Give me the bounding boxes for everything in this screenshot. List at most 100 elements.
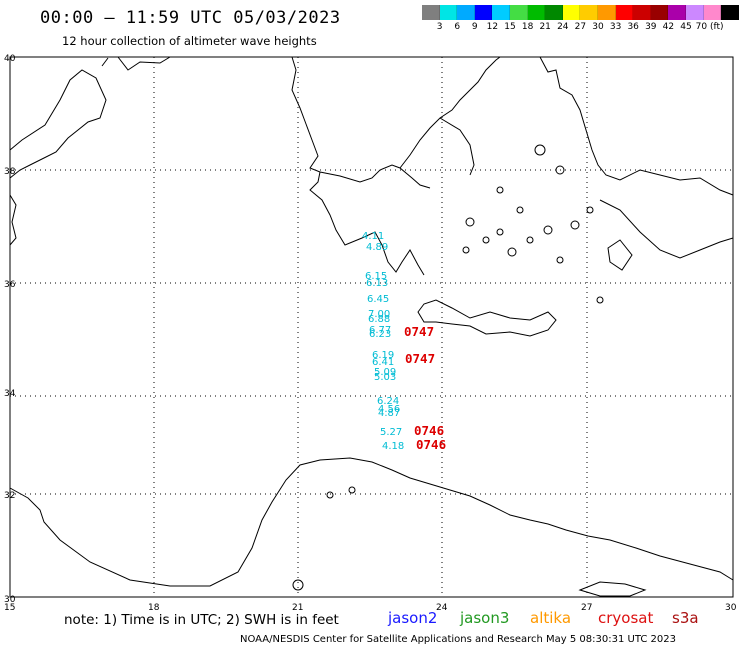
wave-height-track: 4.11 4.89 6.15 6.13 6.45 7.00 6.88 6.77 … [362,231,404,452]
wave-height-value: 4.89 [366,242,388,253]
rhodes [607,239,633,271]
lat-label: 36 [4,280,16,290]
coastlines [9,56,734,597]
lon-label: 24 [436,603,448,613]
color-scale-label: 27 [574,22,587,32]
color-scale-label: 70 (ft) [695,22,724,32]
wave-height-value: 6.77 [369,325,391,336]
satellite-jason2: jason2 [388,609,438,627]
satellite-jason3: jason3 [460,609,510,627]
wave-height-value: 6.88 [368,314,390,325]
color-scale-labels: 3 6 9 12 15 18 21 24 27 30 33 36 39 42 45 70 (ft) [422,22,732,34]
color-swatch [562,5,581,20]
color-swatch [457,5,475,20]
footnote: note: 1) Time is in UTC; 2) SWH is in fe… [64,612,339,628]
greece-west-coast [291,56,431,189]
pass-time-label: 0747 [404,324,434,339]
color-swatch [580,5,598,20]
map-subtitle: 12 hour collection of altimeter wave hei… [62,34,317,48]
egypt-coast-fragment [578,581,647,597]
color-scale-bar [422,5,739,20]
wave-height-value: 6.15 [365,271,387,282]
pass-time-label: 0746 [414,423,444,438]
longitude-labels: 15 18 21 24 27 30 [4,603,737,613]
wave-height-value: 4.18 [382,441,404,452]
pass-time-labels: 0747 0747 0746 0746 [404,324,446,452]
heel-of-italy [101,56,171,71]
color-scale-label: 42 [662,22,675,32]
color-scale-label: 36 [627,22,639,32]
map-title: 00:00 – 11:59 UTC 05/03/2023 [40,8,341,28]
sicily-coast [9,194,17,246]
color-swatch [439,5,458,20]
color-scale-label: 9 [471,22,478,32]
lon-label: 27 [581,603,592,613]
wave-height-value: 4.87 [378,408,400,419]
color-swatch [685,5,704,20]
pass-time-label: 0746 [416,437,446,452]
map-frame [9,56,734,598]
wave-height-value: 6.13 [366,278,388,289]
color-swatch [597,5,616,20]
color-scale-label: 30 [592,22,604,32]
wave-height-value: 6.19 [372,350,394,361]
color-scale-label: 33 [609,22,622,32]
lon-label: 18 [148,603,160,613]
lat-label: 38 [4,167,16,177]
color-swatch [422,5,440,20]
color-swatch [703,5,722,20]
lat-label: 30 [4,595,16,605]
color-scale-label: 3 [436,22,443,32]
pass-time-label: 0747 [405,351,435,366]
italy-coast [9,69,107,179]
wave-height-value: 4.56 [378,404,400,415]
color-swatch [650,5,669,20]
peloponnese-coast [309,171,425,276]
crete [417,299,557,337]
wave-height-value: 7.00 [368,309,390,320]
greece-east-coast [399,56,501,169]
color-swatch [615,5,634,20]
color-scale-label: 45 [680,22,692,32]
euboea [439,117,475,176]
satellite-altika: altika [530,609,572,627]
latitude-labels: 40 38 36 34 32 30 [4,54,16,605]
graticule [10,57,733,597]
satellite-cryosat: cryosat [598,609,654,627]
wave-height-value: 5.09 [374,367,396,378]
lat-label: 32 [4,491,15,501]
color-scale-label: 6 [454,22,461,32]
lon-label: 15 [4,603,15,613]
color-scale-label: 39 [645,22,657,32]
color-scale-label: 21 [539,22,551,32]
color-swatch [474,5,493,20]
turkey-coast [539,56,734,196]
turkey-south-coast [599,199,734,259]
wave-height-value: 6.24 [377,396,399,407]
color-scale-label: 18 [521,22,534,32]
color-scale-label: 12 [486,22,499,32]
wave-height-value: 4.11 [362,231,384,242]
lon-label: 21 [292,603,303,613]
color-swatch [527,5,546,20]
wave-height-value: 5.03 [374,372,396,383]
satellite-s3a: s3a [672,609,699,627]
wave-height-value: 5.27 [380,427,402,438]
wave-height-value: 6.23 [369,329,391,340]
color-swatch [492,5,510,20]
color-scale-label: 15 [504,22,516,32]
color-swatch [633,5,651,20]
credit-footer: NOAA/NESDIS Center for Satellite Applica… [240,634,676,645]
color-swatch [509,5,528,20]
wave-height-value: 6.45 [367,294,389,305]
libya-coast [9,457,734,587]
lat-label: 40 [4,54,16,64]
lat-label: 34 [4,389,16,399]
aegean-islands [292,144,604,591]
color-scale-label: 24 [557,22,569,32]
lon-label: 30 [725,603,737,613]
color-swatch [545,5,563,20]
color-swatch [668,5,686,20]
color-swatch [721,5,739,20]
